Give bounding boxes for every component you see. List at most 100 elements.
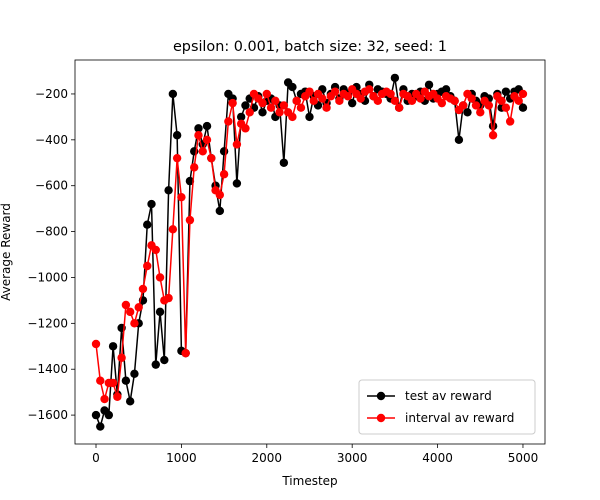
point [330,87,340,96]
legend-marker [376,413,386,423]
point [262,89,271,99]
point [224,117,233,126]
point [484,101,494,110]
point [365,85,374,94]
point [164,293,173,303]
point [309,96,318,106]
point [215,190,225,200]
point [168,225,178,234]
point [518,89,528,99]
point [356,94,365,103]
point [185,176,195,186]
legend-marker [376,391,386,401]
point [155,307,165,317]
point [172,153,182,163]
point [463,108,472,117]
point [143,261,152,271]
legend: test av reward interval av reward [358,379,536,435]
x-tick-label: 2000 [252,451,283,465]
point [96,376,105,385]
point [501,103,511,112]
point [100,394,109,404]
point [228,98,237,108]
point [113,392,122,401]
y-tick-label: −1000 [27,270,68,284]
point [497,96,506,106]
point [241,124,250,133]
x-axis-label: Timestep [281,474,337,488]
point [514,96,523,106]
point [125,397,135,406]
chart-title: epsilon: 0.001, batch size: 32, seed: 1 [173,39,447,55]
y-axis-label: Average Reward [0,203,13,301]
legend-label: test av reward [405,389,492,403]
point [91,339,101,349]
point [258,98,267,108]
point [437,98,447,108]
point [177,192,186,202]
point [501,87,511,96]
point [279,101,289,110]
point [266,103,276,112]
point [151,245,160,255]
plot-frame [74,59,546,445]
point [407,96,417,106]
point [172,131,182,140]
point [258,108,267,117]
point [190,163,199,172]
point [279,158,289,167]
point [202,135,212,145]
x-tick-label: 5000 [508,451,539,465]
point [271,96,280,106]
point [130,319,139,328]
point [347,98,357,108]
point [467,94,476,103]
point [245,108,254,117]
point [147,199,156,209]
point [96,422,105,431]
point [151,360,160,369]
point [134,303,143,312]
point [454,135,464,145]
point [390,96,400,106]
point [232,179,242,188]
point [322,103,331,112]
point [194,124,203,133]
point [488,131,498,140]
point [202,121,212,131]
legend-label: interval av reward [405,411,514,425]
point [390,73,400,83]
point [232,140,242,149]
point [305,112,314,122]
x-tick-label: 4000 [422,451,453,465]
x-tick-label: 1000 [166,451,197,465]
point [160,355,169,365]
point [164,186,173,195]
point [335,96,344,106]
point [181,348,190,358]
point [518,103,528,112]
point [121,300,131,310]
point [236,112,246,122]
point [305,87,314,96]
point [394,103,404,112]
y-tick-label: −1400 [27,362,68,376]
point [424,80,434,89]
point [185,215,195,225]
point [241,101,250,110]
point [476,108,485,117]
y-tick-label: −600 [35,179,68,193]
point [505,117,515,126]
point [296,103,306,112]
point [386,89,395,99]
y-tick-label: −800 [35,225,68,239]
point [343,92,353,101]
point [104,410,114,420]
point [373,96,383,106]
point [143,220,152,229]
point [168,89,178,99]
point [219,170,229,179]
y-tick-label: −400 [35,133,68,147]
